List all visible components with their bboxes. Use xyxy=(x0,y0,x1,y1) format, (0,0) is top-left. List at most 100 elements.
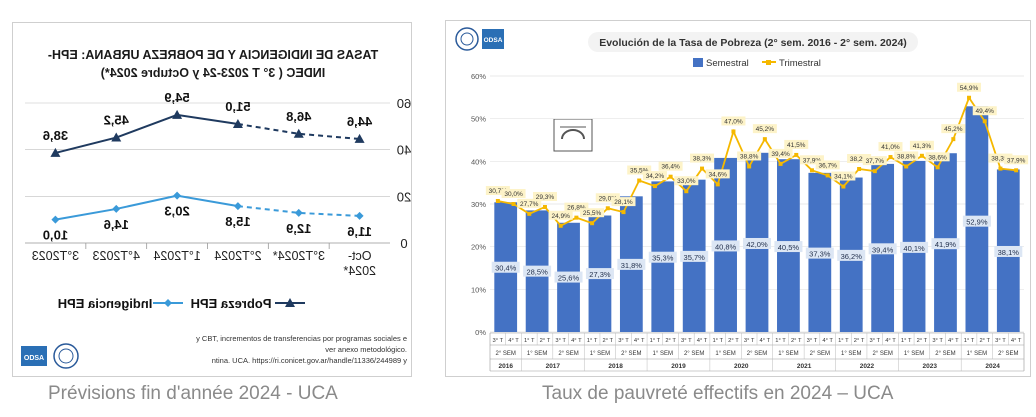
right-bar-label-bg xyxy=(680,250,709,262)
right-quarter-label: 4° T xyxy=(634,338,645,344)
right-trimestral-label: 49,4% xyxy=(976,108,995,115)
legend-label-trimestral: Trimestral xyxy=(779,58,821,69)
right-trimestral-label-bg xyxy=(674,176,699,186)
left-indigencia-point xyxy=(355,211,364,220)
left-indigencia-point xyxy=(51,215,60,224)
right-trimestral-label-bg xyxy=(847,154,872,164)
left-legend-label-pobreza: Pobreza EPH xyxy=(191,296,272,311)
right-bar-label-bg xyxy=(931,238,960,250)
right-trimestral-label: 34,2% xyxy=(646,173,665,180)
right-bar-label: 38,1% xyxy=(998,248,1020,257)
right-bar-label: 31,8% xyxy=(621,261,643,270)
left-pobreza-label: 51,0 xyxy=(225,99,250,114)
legend-marker-trimestral xyxy=(766,60,771,65)
left-x-tick-label-line: Oct- xyxy=(348,249,372,263)
right-year-label: 2023 xyxy=(923,363,938,370)
right-bar-label-bg xyxy=(523,265,552,277)
left-pobreza-label: 46,8 xyxy=(286,109,311,124)
left-x-tick-label: 3°T2023 xyxy=(32,249,79,263)
right-bar-label: 40,8% xyxy=(715,242,737,251)
right-bar-label-bg xyxy=(837,249,866,261)
right-semester-label: 2° SEM xyxy=(496,351,516,357)
right-trimestral-label: 35,5% xyxy=(630,168,649,175)
right-trimestral-label: 34,6% xyxy=(709,171,728,178)
right-semester-label: 2° SEM xyxy=(810,351,830,357)
right-quarter-label: 3° T xyxy=(618,338,629,344)
left-x-tick-label-line: 2°T2024 xyxy=(214,249,261,263)
right-bar-label-bg xyxy=(900,241,929,253)
right-trimestral-label-bg xyxy=(532,191,557,201)
right-trimestral-point xyxy=(919,153,924,158)
right-bar-label-bg xyxy=(774,241,803,253)
right-trimestral-point xyxy=(809,168,814,173)
right-trimestral-point xyxy=(872,169,877,174)
left-x-tick-label-line: 3°T2024* xyxy=(273,249,325,263)
right-quarter-label: 4° T xyxy=(948,338,959,344)
right-quarter-label: 2° T xyxy=(540,338,551,344)
right-semester-label: 1° SEM xyxy=(904,351,924,357)
right-quarter-label: 2° T xyxy=(602,338,613,344)
embedded-chart-icon xyxy=(553,118,593,152)
right-quarter-label: 1° T xyxy=(901,338,912,344)
left-x-tick-label: 4°T2023 xyxy=(93,249,140,263)
right-trimestral-label-bg xyxy=(737,151,762,161)
right-quarter-label: 4° T xyxy=(508,338,519,344)
right-trimestral-label: 27,7% xyxy=(520,201,539,208)
right-trimestral-point xyxy=(574,215,579,220)
right-trimestral-point xyxy=(841,184,846,189)
right-year-label: 2018 xyxy=(608,363,623,370)
legend-swatch-semestral xyxy=(693,58,703,67)
right-trimestral-point xyxy=(637,178,642,183)
right-trimestral-label: 39,4% xyxy=(771,151,790,158)
left-pobreza-point xyxy=(50,147,61,157)
right-trimestral-label-bg xyxy=(658,161,683,171)
left-y-tick-label: 20 xyxy=(397,189,411,204)
right-trimestral-point xyxy=(747,164,752,169)
left-legend-label-indigencia: Indigencia EPH xyxy=(58,296,153,311)
right-trimestral-point xyxy=(794,152,799,157)
right-quarter-label: 2° T xyxy=(854,338,865,344)
right-trimestral-label: 26,8% xyxy=(567,205,586,212)
left-chart-panel: TASAS DE INDIGENCIA Y DE POBREZA URBANA:… xyxy=(12,22,412,377)
right-trimestral-label-bg xyxy=(595,193,620,203)
right-bar-label-bg xyxy=(805,247,834,259)
left-plot-area: 60 40 20 0 3°T2023 4°T2023 1°T2024 2°T2024 3°T20… xyxy=(25,90,411,311)
right-trimestral-label: 38,2% xyxy=(850,156,869,163)
right-quarter-label: 4° T xyxy=(822,338,833,344)
right-trimestral-label-bg xyxy=(878,142,903,152)
left-indigencia-point xyxy=(233,202,242,211)
right-quarter-label: 3° T xyxy=(932,338,943,344)
right-trimestral-label-bg xyxy=(925,152,950,162)
right-trimestral-point xyxy=(605,206,610,211)
right-y-tick-label: 20% xyxy=(471,243,486,252)
left-indigencia-label: 15,8 xyxy=(225,214,250,229)
right-year-label: 2017 xyxy=(546,363,561,370)
right-semester-label: 1° SEM xyxy=(653,351,673,357)
right-bar-label-bg xyxy=(743,237,771,249)
right-trimestral-label-bg xyxy=(548,210,573,220)
right-trimestral-point xyxy=(652,184,657,189)
right-trimestral-point xyxy=(700,166,705,171)
right-bar-label-bg xyxy=(962,215,991,227)
odsa-logo-text-right: ODSA xyxy=(484,37,503,44)
left-x-tick-label: 3°T2024* xyxy=(273,249,325,263)
legend-label-semestral: Semestral xyxy=(706,58,749,69)
caption-right: Taux de pauvreté effectifs en 2024 – UCA xyxy=(542,383,894,404)
left-x-tick-label-line: 3°T2023 xyxy=(32,249,79,263)
left-indigencia-label: 10,0 xyxy=(43,228,68,243)
right-semester-label: 2° SEM xyxy=(998,351,1018,357)
right-year-label: 2020 xyxy=(734,363,749,370)
uca-seal-left xyxy=(53,343,79,369)
right-quarter-label: 1° T xyxy=(964,338,975,344)
right-trimestral-point xyxy=(731,129,736,134)
left-pobreza-point xyxy=(293,128,304,138)
right-quarter-label: 2° T xyxy=(917,338,928,344)
right-trimestral-label: 34,1% xyxy=(834,174,853,181)
odsa-logo-left xyxy=(21,346,47,366)
left-legend-marker-indigencia xyxy=(164,299,172,307)
right-y-tick-label: 0% xyxy=(475,328,486,337)
right-trimestral-label: 24,9% xyxy=(551,213,570,220)
right-quarter-label: 3° T xyxy=(744,338,755,344)
left-x-tick-label-line: 1°T2024 xyxy=(153,249,200,263)
right-year-label: 2024 xyxy=(985,363,1000,370)
